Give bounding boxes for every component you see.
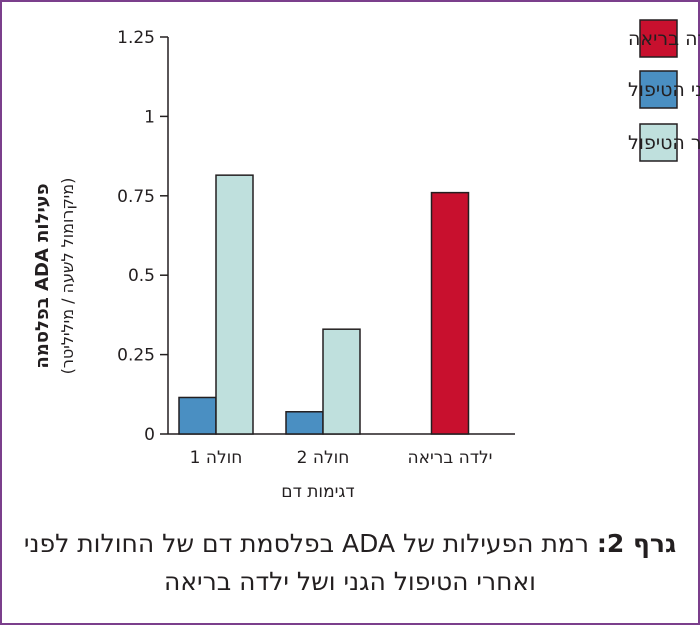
x-axis-title: דגימות דם [281,482,354,502]
figure-caption: גרף 2: רמת הפעילות של ADA בפלסמת דם של ה… [20,525,680,601]
bar [322,328,361,435]
legend: ילדה בריאה לפני הטיפול לאחר הטיפול [628,19,700,162]
bar [285,411,324,435]
x-category-label: חולה 1 [190,448,243,468]
bars: חולה 1 חולה 2 ילדה בריאה [178,174,493,468]
y-tick-label: 1.25 [117,28,155,48]
y-tick-label: 0.5 [128,266,155,286]
caption-label: גרף 2: [596,529,677,558]
bar-chart: 0 0.25 0.5 0.75 1 1.25 חולה 1 חולה 2 ילדה בריאה… [32,19,700,502]
y-tick-label: 0 [144,425,155,445]
legend-label: לפני הטיפול [628,79,700,101]
y-axis-units: (מיקרומול לשעה / מיליליטר) [58,178,77,375]
x-category-label: חולה 2 [297,448,350,468]
legend-swatch [639,19,678,58]
y-tick-label: 1 [144,107,155,127]
x-category-label: ילדה בריאה [408,448,493,468]
legend-label: לאחר הטיפול [628,132,700,154]
legend-swatch [639,123,678,162]
caption-text: רמת הפעילות של ADA בפלסמת דם של החולות ל… [23,529,597,596]
y-tick-label: 0.75 [117,187,155,207]
legend-swatch [639,70,678,109]
bar [430,191,470,435]
bar [215,174,254,435]
bar [178,396,217,435]
legend-label: ילדה בריאה [628,28,700,50]
y-axis-title: פעילות ADA בפלסמה [32,183,53,368]
y-tick-label: 0.25 [117,346,155,366]
